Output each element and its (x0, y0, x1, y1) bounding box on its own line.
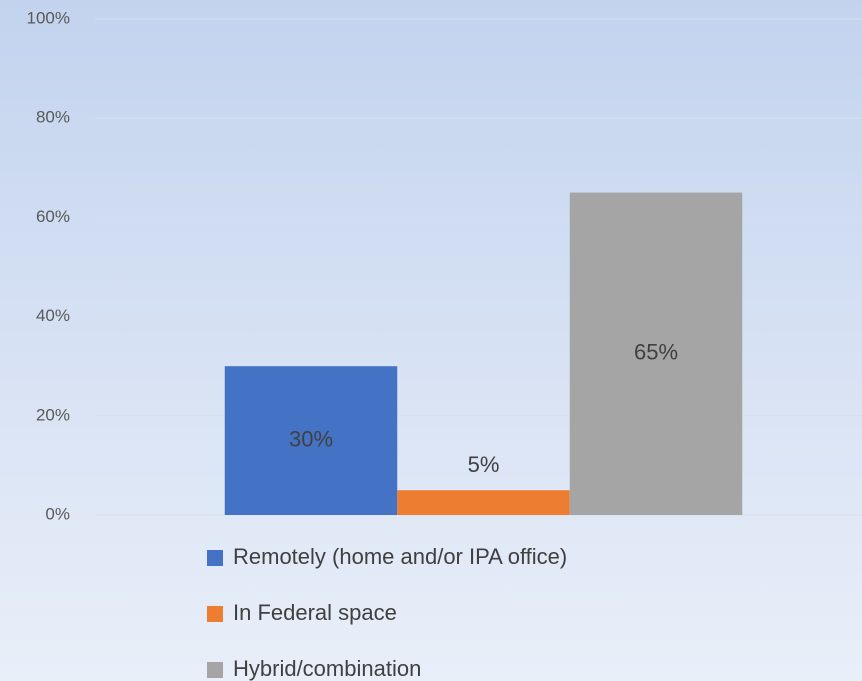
legend-label: Remotely (home and/or IPA office) (233, 544, 567, 569)
bar (224, 366, 398, 515)
y-tick-label: 80% (36, 108, 70, 127)
data-label: 5% (468, 452, 500, 477)
data-label: 30% (289, 426, 333, 451)
data-label: 65% (634, 340, 678, 365)
y-tick-label: 60% (36, 207, 70, 226)
bar (397, 490, 570, 515)
bar (569, 192, 743, 515)
y-tick-label: 100% (27, 8, 70, 27)
legend-swatch (207, 606, 223, 622)
y-tick-label: 40% (36, 306, 70, 325)
y-tick-label: 20% (36, 405, 70, 424)
legend-swatch (207, 550, 223, 566)
y-tick-label: 0% (45, 504, 70, 523)
legend-label: In Federal space (233, 600, 397, 625)
legend-swatch (207, 662, 223, 678)
legend-label: Hybrid/combination (233, 656, 421, 681)
